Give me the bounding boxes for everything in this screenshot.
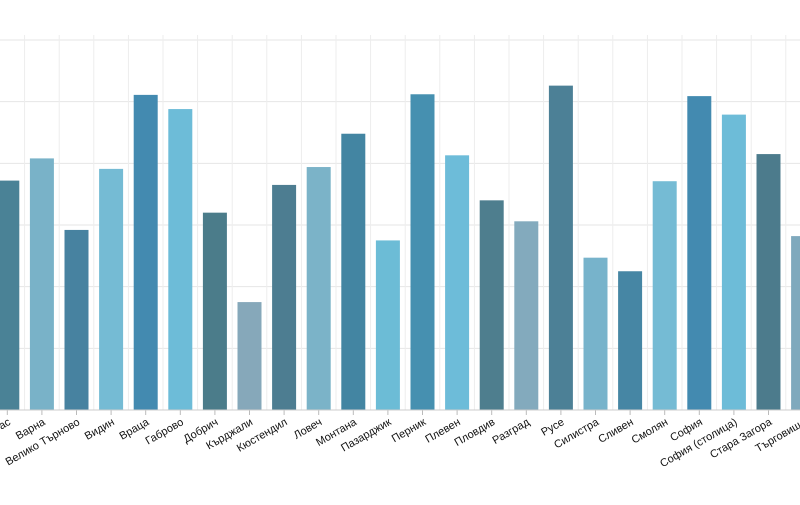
x-tick-label: Сливен — [596, 416, 635, 446]
bar[interactable] — [791, 236, 800, 410]
x-tick-label: Бургас — [0, 416, 13, 444]
bars — [0, 85, 800, 411]
bar[interactable] — [202, 212, 227, 410]
x-tick-label: Разград — [491, 416, 533, 447]
bar[interactable] — [99, 168, 124, 410]
x-tick-label: Габрово — [144, 416, 186, 447]
bar[interactable] — [410, 94, 435, 411]
bar[interactable] — [756, 154, 781, 410]
bar[interactable] — [479, 200, 504, 410]
bar[interactable] — [514, 221, 539, 410]
bar[interactable] — [721, 114, 746, 410]
bar[interactable] — [341, 133, 366, 410]
gridlines — [0, 35, 800, 411]
bar[interactable] — [306, 167, 331, 410]
x-tick-label: Перник — [390, 416, 428, 445]
x-tick-label: Смолян — [630, 416, 671, 446]
bar[interactable] — [652, 181, 677, 410]
bar[interactable] — [64, 229, 89, 410]
bar[interactable] — [29, 158, 54, 410]
bar[interactable] — [687, 96, 712, 410]
bar[interactable] — [133, 94, 158, 410]
bar[interactable] — [0, 180, 20, 410]
bar[interactable] — [272, 184, 297, 410]
x-tick-label: Видин — [83, 416, 117, 442]
bar[interactable] — [445, 155, 470, 410]
x-axis — [0, 409, 800, 415]
bar[interactable] — [618, 271, 643, 410]
bar[interactable] — [583, 257, 608, 410]
bar[interactable] — [548, 85, 573, 410]
bar[interactable] — [168, 109, 193, 411]
bar[interactable] — [237, 302, 262, 410]
bar[interactable] — [375, 240, 400, 410]
